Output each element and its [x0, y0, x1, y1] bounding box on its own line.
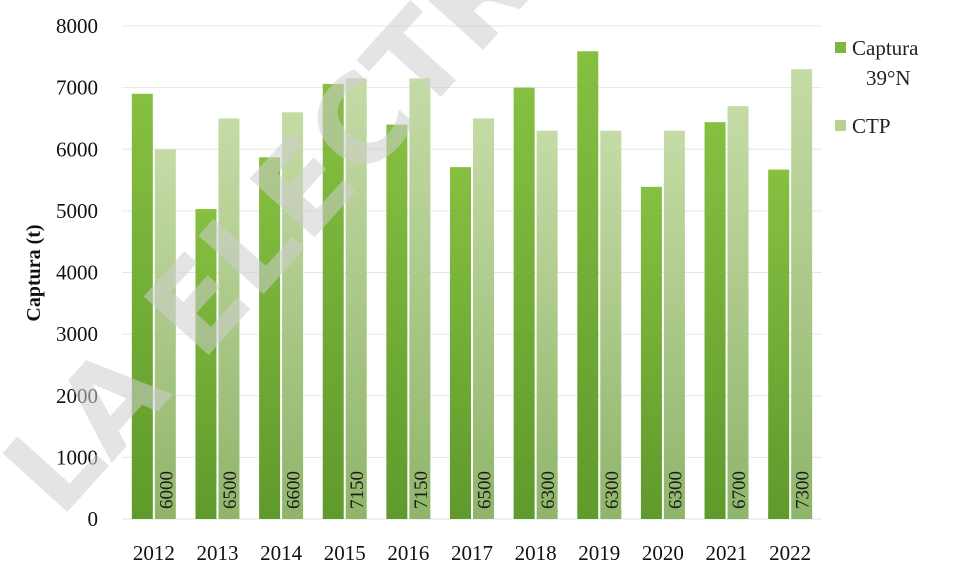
bar-captura — [640, 186, 662, 519]
x-axis-ticks: 2012 2013 2014 2015 2016 2017 2018 2019 2020 2021… — [133, 541, 811, 565]
x-tick-label: 2022 — [769, 541, 811, 565]
bar-ctp — [727, 106, 749, 520]
x-tick-label: 2017 — [451, 541, 493, 565]
x-tick-label: 2021 — [706, 541, 748, 565]
bar-captura — [259, 157, 281, 520]
bars: 6000 6500 6600 7150 7150 6500 6300 6300 6300 6700… — [131, 51, 814, 520]
x-tick-label: 2016 — [387, 541, 429, 565]
data-label-ctp: 6000 — [156, 471, 177, 509]
data-label-ctp: 6300 — [665, 471, 686, 509]
data-label-ctp: 7150 — [411, 471, 432, 509]
bar-ctp — [409, 78, 431, 519]
bar-ctp — [791, 69, 813, 519]
x-tick-label: 2020 — [642, 541, 684, 565]
x-tick-label: 2015 — [324, 541, 366, 565]
data-label-ctp: 6300 — [602, 471, 623, 509]
x-tick-label: 2012 — [133, 541, 175, 565]
x-tick-label: 2018 — [515, 541, 557, 565]
y-tick-label: 1000 — [56, 445, 98, 469]
y-axis-title: Captura (t) — [23, 224, 45, 321]
bar-ctp — [663, 130, 685, 519]
y-tick-label: 2000 — [56, 384, 98, 408]
data-label-ctp: 7300 — [793, 471, 814, 509]
x-tick-label: 2013 — [196, 541, 238, 565]
bar-ctp — [473, 118, 494, 519]
bar-captura — [450, 167, 471, 519]
data-label-ctp: 6700 — [729, 471, 750, 509]
bar-captura — [768, 169, 790, 519]
y-tick-label: 6000 — [56, 137, 98, 161]
legend-swatch-captura — [835, 42, 846, 53]
y-tick-label: 5000 — [56, 199, 98, 223]
y-axis-ticks: 0 1000 2000 3000 4000 5000 6000 7000 8000 — [56, 14, 98, 531]
y-tick-label: 8000 — [56, 14, 98, 38]
bar-captura — [704, 122, 726, 519]
legend-label-captura-line1: Captura — [852, 36, 919, 60]
legend: Captura 39°N CTP — [835, 36, 919, 138]
data-label-ctp: 6500 — [220, 471, 241, 509]
data-label-ctp: 7150 — [347, 471, 368, 509]
y-tick-label: 4000 — [56, 261, 98, 285]
bar-captura — [577, 51, 599, 520]
bar-captura — [513, 87, 535, 519]
legend-label-ctp: CTP — [852, 114, 891, 138]
bar-captura — [322, 83, 344, 520]
bar-ctp — [218, 118, 240, 519]
data-label-ctp: 6600 — [284, 471, 305, 509]
data-label-ctp: 6300 — [538, 471, 559, 509]
bar-ctp — [282, 112, 304, 520]
x-tick-label: 2019 — [578, 541, 620, 565]
bar-ctp — [154, 149, 176, 519]
bar-captura — [195, 209, 217, 519]
x-tick-label: 2014 — [260, 541, 303, 565]
bar-ctp — [536, 130, 558, 519]
data-label-ctp: 6500 — [475, 471, 496, 509]
bar-ctp — [345, 78, 367, 519]
legend-swatch-ctp — [835, 120, 846, 131]
bar-captura — [131, 93, 153, 519]
y-tick-label: 0 — [88, 507, 99, 531]
y-tick-label: 7000 — [56, 76, 98, 100]
legend-label-captura-line2: 39°N — [866, 66, 911, 90]
y-tick-label: 3000 — [56, 322, 98, 346]
bar-captura — [386, 124, 408, 519]
bar-ctp — [600, 130, 622, 519]
